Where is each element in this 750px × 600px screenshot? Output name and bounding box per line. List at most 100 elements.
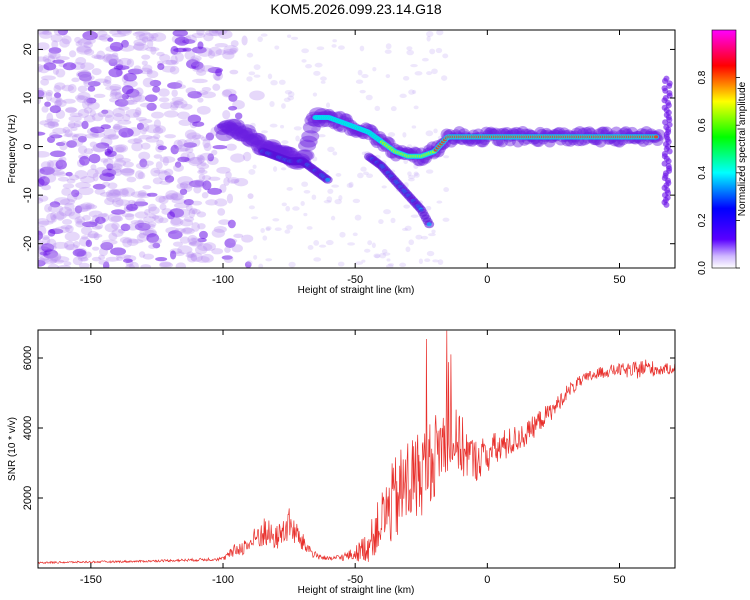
noise-blob bbox=[171, 192, 183, 201]
colorbar-tick-label: 0.6 bbox=[697, 118, 708, 132]
noise-blob bbox=[107, 163, 116, 169]
noise-blob bbox=[77, 256, 88, 262]
noise-blob bbox=[183, 216, 195, 222]
noise-blob bbox=[39, 166, 55, 175]
noise-blob bbox=[214, 198, 228, 207]
noise-speck bbox=[414, 71, 423, 76]
branch-core bbox=[426, 222, 432, 227]
noise-blob bbox=[56, 210, 65, 221]
noise-speck bbox=[301, 59, 307, 63]
noise-speck bbox=[280, 167, 287, 171]
noise-blob bbox=[196, 105, 211, 115]
noise-blob bbox=[103, 134, 119, 140]
noise-blob bbox=[38, 197, 44, 204]
noise-speck bbox=[374, 105, 381, 111]
noise-blob bbox=[146, 36, 157, 42]
noise-blob bbox=[45, 173, 57, 183]
noise-speck bbox=[272, 218, 280, 222]
noise-blob bbox=[170, 101, 180, 109]
noise-blob bbox=[203, 32, 214, 42]
noise-speck bbox=[292, 206, 300, 211]
noise-blob bbox=[52, 172, 68, 177]
noise-speck bbox=[269, 123, 278, 128]
noise-blob bbox=[124, 213, 135, 221]
noise-blob bbox=[76, 95, 89, 103]
noise-blob bbox=[223, 254, 234, 264]
colorbar-tick-label: 0.0 bbox=[697, 261, 708, 275]
noise-blob bbox=[135, 107, 142, 116]
noise-blob bbox=[100, 158, 109, 163]
noise-blob bbox=[55, 159, 67, 170]
noise-blob bbox=[200, 136, 209, 142]
noise-blob bbox=[184, 50, 196, 61]
noise-blob bbox=[197, 97, 204, 103]
noise-blob bbox=[49, 121, 59, 127]
noise-speck bbox=[327, 146, 335, 153]
noise-blob bbox=[169, 65, 180, 75]
noise-blob bbox=[71, 189, 80, 198]
noise-blob bbox=[76, 203, 92, 212]
noise-blob bbox=[189, 241, 202, 246]
noise-blob bbox=[156, 139, 164, 147]
noise-blob bbox=[101, 109, 109, 115]
noise-blob bbox=[121, 167, 135, 177]
noise-blob bbox=[90, 164, 97, 171]
noise-speck bbox=[295, 135, 300, 142]
noise-blob bbox=[118, 57, 132, 66]
noise-blob bbox=[88, 153, 101, 164]
noise-blob bbox=[41, 243, 55, 253]
noise-speck bbox=[408, 174, 416, 180]
noise-blob bbox=[50, 34, 63, 43]
noise-speck bbox=[327, 188, 334, 194]
noise-blob bbox=[76, 45, 91, 53]
track-envelope bbox=[248, 132, 267, 145]
noise-blob bbox=[54, 226, 70, 234]
noise-blob bbox=[108, 68, 123, 78]
noise-blob bbox=[140, 142, 151, 150]
noise-blob bbox=[86, 97, 97, 104]
noise-blob bbox=[162, 195, 174, 200]
noise-blob bbox=[167, 211, 175, 220]
noise-blob bbox=[61, 84, 74, 92]
noise-speck bbox=[381, 134, 388, 139]
noise-blob bbox=[145, 135, 160, 143]
noise-blob bbox=[41, 75, 56, 81]
noise-blob bbox=[72, 256, 83, 266]
noise-speck bbox=[402, 132, 407, 138]
noise-blob bbox=[79, 74, 95, 82]
noise-blob bbox=[133, 39, 147, 47]
noise-blob bbox=[69, 112, 83, 118]
noise-blob bbox=[199, 180, 206, 187]
noise-blob bbox=[204, 30, 220, 37]
noise-blob bbox=[48, 132, 59, 140]
noise-blob bbox=[139, 251, 146, 258]
noise-blob bbox=[156, 51, 165, 57]
noise-speck bbox=[408, 89, 415, 95]
colorbar-frame bbox=[711, 29, 737, 269]
noise-blob bbox=[72, 207, 89, 213]
noise-blob bbox=[75, 41, 83, 47]
noise-blob bbox=[38, 195, 49, 202]
noise-blob bbox=[175, 52, 184, 62]
noise-blob bbox=[132, 94, 147, 103]
noise-speck bbox=[325, 239, 334, 246]
noise-blob bbox=[142, 77, 154, 88]
noise-blob bbox=[61, 35, 72, 45]
noise-speck bbox=[420, 235, 429, 240]
noise-blob bbox=[170, 217, 182, 226]
edge-spike bbox=[663, 75, 670, 82]
noise-blob bbox=[87, 230, 99, 239]
noise-blob bbox=[84, 133, 99, 139]
noise-blob bbox=[113, 123, 121, 133]
noise-speck bbox=[373, 253, 381, 258]
noise-speck bbox=[281, 202, 287, 207]
noise-blob bbox=[110, 88, 121, 96]
noise-blob bbox=[80, 257, 89, 262]
noise-speck bbox=[346, 183, 353, 189]
noise-blob bbox=[66, 193, 78, 202]
track-envelope bbox=[242, 135, 261, 148]
noise-blob bbox=[80, 202, 95, 210]
noise-blob bbox=[225, 171, 232, 179]
noise-blob bbox=[76, 218, 83, 224]
